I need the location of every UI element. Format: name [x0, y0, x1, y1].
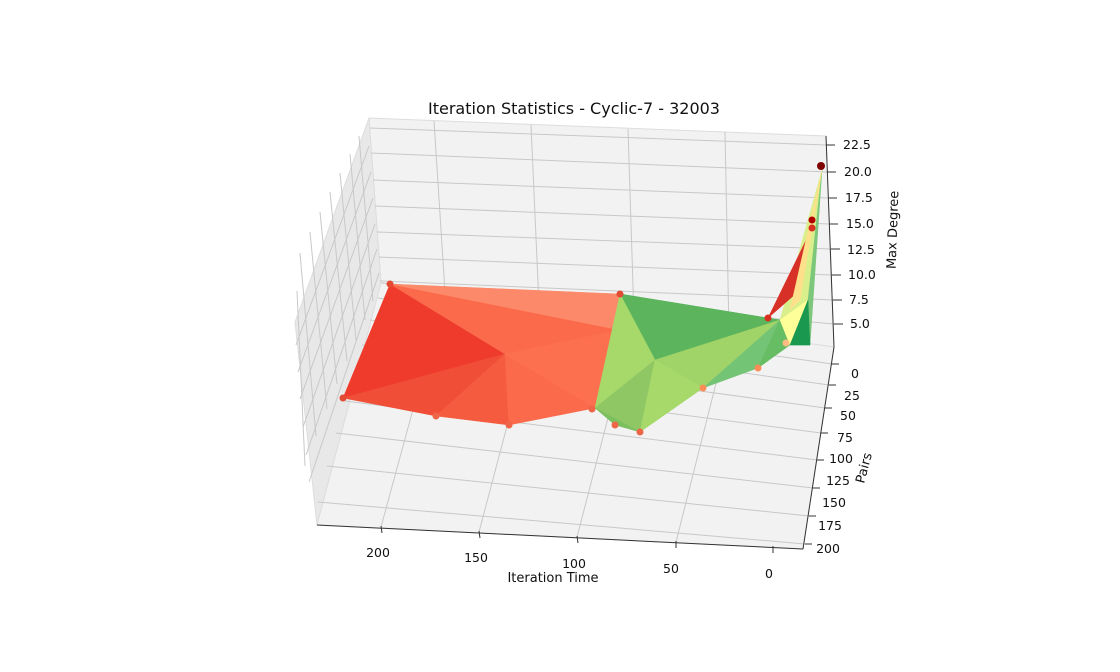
- grid-line: [370, 152, 828, 173]
- data-point: [432, 412, 440, 420]
- grid-line: [309, 231, 328, 410]
- data-point: [808, 224, 816, 232]
- grid-line: [627, 128, 635, 319]
- y-axis-label: Pairs: [853, 451, 876, 485]
- data-point: [339, 394, 347, 402]
- grid-line: [319, 211, 338, 385]
- y-tick-label: 125: [826, 473, 850, 488]
- x-tick-mark: [576, 535, 579, 544]
- z-axis-line: [825, 135, 835, 348]
- grid-line: [326, 465, 810, 517]
- data-point: [782, 339, 790, 347]
- x-tick-label: 50: [663, 561, 679, 576]
- y-tick-label: 200: [816, 541, 840, 556]
- y-tick-label: 100: [829, 451, 853, 466]
- grid-line: [299, 197, 374, 400]
- data-point: [386, 280, 394, 288]
- grid-line: [295, 145, 370, 346]
- grid-line: [302, 223, 376, 428]
- z-tick-label: 15.0: [846, 216, 874, 231]
- y-tick-label: 25: [844, 388, 860, 403]
- grid-line: [296, 290, 306, 467]
- y-tick-label: 50: [840, 408, 856, 423]
- surface-face: [789, 169, 823, 311]
- grid-line: [305, 248, 378, 456]
- data-point: [754, 364, 762, 372]
- x-tick-label: 200: [366, 545, 390, 560]
- z-tick-label: 7.5: [849, 292, 869, 307]
- grid-line: [379, 280, 834, 301]
- grid-line: [297, 171, 372, 373]
- y-tick-label: 0: [851, 366, 859, 381]
- y-axis-line: [802, 346, 835, 550]
- z-tick-label: 10.0: [848, 267, 876, 282]
- surface-face: [639, 359, 704, 433]
- x-tick-mark: [380, 525, 383, 534]
- y-tick-label: 175: [818, 518, 842, 533]
- grid-line: [335, 432, 814, 489]
- surface-face: [789, 299, 811, 346]
- x-ticks: [380, 525, 774, 553]
- x-tick-label: 100: [562, 556, 586, 571]
- surface-red: [342, 283, 621, 426]
- data-point: [616, 290, 624, 298]
- data-point: [588, 405, 596, 413]
- surface-face: [594, 407, 641, 433]
- data-point: [764, 314, 772, 322]
- data-point: [808, 216, 816, 224]
- grid-line: [433, 120, 446, 293]
- x-tick-label: 0: [765, 566, 773, 581]
- grid-line: [372, 179, 829, 199]
- grid-line: [374, 205, 830, 225]
- y-ticks: [805, 363, 839, 545]
- x-tick-label: 150: [464, 550, 488, 565]
- data-point: [505, 421, 513, 429]
- grid-line: [329, 191, 348, 362]
- surface-green: [594, 169, 823, 433]
- z-ticks: [826, 144, 843, 325]
- x-axis-label: Iteration Time: [507, 571, 598, 586]
- z-axis-label: Max Degree: [885, 190, 903, 269]
- grid-line: [317, 501, 806, 545]
- x-axis-line: [316, 524, 804, 550]
- z-tick-label: 5.0: [850, 316, 870, 331]
- y-tick-label: 150: [822, 495, 846, 510]
- y-tick-label: 75: [837, 430, 853, 445]
- z-tick-label: 17.5: [845, 190, 873, 205]
- scatter-points: [339, 162, 825, 436]
- grid-line: [369, 127, 827, 146]
- data-point: [611, 421, 619, 429]
- grid-line: [378, 256, 833, 276]
- z-tick-label: 12.5: [847, 242, 875, 257]
- data-point: [699, 384, 707, 392]
- grid-line: [376, 231, 832, 250]
- chart-title: Iteration Statistics - Cyclic-7 - 32003: [428, 99, 720, 118]
- data-point: [817, 162, 825, 170]
- data-point: [636, 428, 644, 436]
- grid-line: [724, 131, 730, 333]
- grid-line: [308, 272, 380, 483]
- x-tick-mark: [478, 530, 481, 539]
- z-tick-label: 20.0: [844, 164, 872, 179]
- grid-line: [530, 124, 540, 306]
- grid-line: [339, 172, 357, 341]
- z-tick-label: 22.5: [843, 137, 871, 152]
